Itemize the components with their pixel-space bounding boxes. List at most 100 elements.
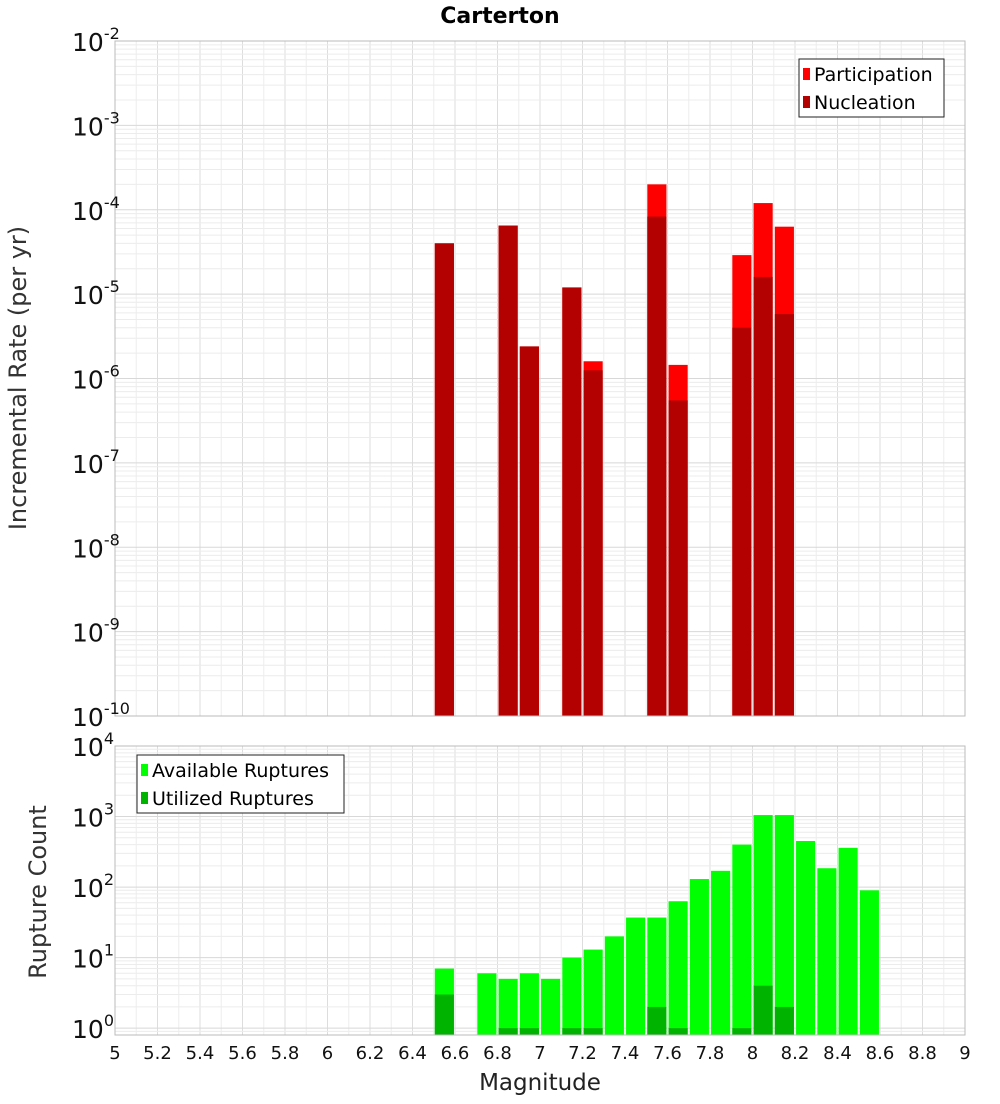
top-bar [732,327,752,716]
bottom-legend-swatch [141,764,148,776]
top-y-tick-label: 10-8 [72,530,120,563]
bottom-bar [519,973,539,1035]
top-bar [647,216,667,716]
x-tick-label: 9 [959,1043,970,1064]
top-bar [519,346,539,716]
top-bar [434,243,454,717]
top-y-tick-label: 10-9 [72,615,120,648]
bottom-bar [519,1028,539,1035]
bottom-y-tick-label: 101 [72,941,114,974]
top-y-tick-label: 10-10 [72,699,130,732]
bottom-bar [732,844,752,1035]
bottom-bar [477,973,497,1035]
bottom-bar [647,1006,667,1035]
x-tick-label: 6.8 [483,1043,512,1064]
top-legend: Participation Nucleation [798,58,945,118]
x-tick-label: 8 [747,1043,758,1064]
bottom-y-tick-label: 104 [72,729,114,762]
bottom-bar [753,985,773,1035]
x-tick-label: 5.2 [143,1043,172,1064]
top-bar [774,314,794,716]
top-bar [562,287,582,716]
bottom-bar [774,1006,794,1035]
x-tick-label: 5.4 [186,1043,215,1064]
top-legend-box [798,58,945,118]
bottom-bar [668,901,688,1035]
bottom-bar [732,1028,752,1035]
top-plot-frame [114,40,966,717]
bottom-plot-frame [114,745,966,1036]
bottom-series-utilized-ruptures [434,985,794,1035]
x-tick-label: 8.2 [781,1043,810,1064]
x-tick-label: 5 [109,1043,120,1064]
bottom-bar [838,847,858,1035]
bottom-bar [817,868,837,1035]
bottom-bar [498,978,518,1035]
x-tick-label: 7.6 [653,1043,682,1064]
bottom-y-tick-label: 102 [72,870,114,903]
bottom-y-axis-label: Rupture Count [24,805,52,979]
bottom-legend-label: Utilized Ruptures [152,788,314,810]
x-tick-label: 7.8 [696,1043,725,1064]
bottom-plot: 100 101 102 103 104 Available Ruptures Utilize… [72,729,966,1044]
bottom-bar [583,949,603,1035]
bottom-bar [626,917,646,1035]
x-tick-label: 7.2 [568,1043,597,1064]
top-y-tick-label: 10-7 [72,446,120,479]
bottom-legend-box [136,754,345,814]
top-y-tick-label: 10-4 [72,193,120,226]
x-tick-label: 7 [534,1043,545,1064]
bottom-bar [562,1028,582,1035]
top-legend-label: Participation [814,64,933,86]
top-bar [753,276,773,716]
top-bar [583,370,603,716]
bottom-y-tick-label: 103 [72,800,114,833]
chart-title: Carterton [440,4,559,29]
x-axis-label: Magnitude [479,1070,601,1096]
x-tick-label: 6.4 [398,1043,427,1064]
top-y-tick-label: 10-2 [72,24,120,57]
top-y-axis-label: Incremental Rate (per yr) [4,226,32,530]
bottom-bar [796,841,816,1035]
bottom-legend-swatch [141,792,148,804]
bottom-bar [604,936,624,1035]
bottom-bar [583,1028,603,1035]
x-tick-label: 7.4 [611,1043,640,1064]
bottom-bar [562,957,582,1035]
top-y-tick-label: 10-6 [72,362,120,395]
x-tick-label: 5.6 [228,1043,257,1064]
top-legend-swatch [803,68,810,80]
bottom-series-available-ruptures [434,815,879,1035]
x-axis-ticks: 5 5.2 5.4 5.6 5.8 6 6.2 6.4 6.6 6.8 7 7.2 7.4 7.6 7.8 8… [109,1043,970,1064]
top-y-tick-label: 10-3 [72,108,120,141]
x-tick-label: 8.8 [908,1043,937,1064]
bottom-bar [753,815,773,1035]
x-tick-label: 6.2 [356,1043,385,1064]
x-tick-label: 6 [322,1043,333,1064]
top-bar [498,225,518,716]
bottom-bar [668,1028,688,1035]
x-tick-label: 6.6 [441,1043,470,1064]
bottom-y-tick-label: 100 [72,1011,114,1044]
x-tick-label: 5.8 [271,1043,300,1064]
x-tick-label: 8.4 [823,1043,852,1064]
bottom-bar [774,815,794,1035]
top-legend-label: Nucleation [814,92,916,114]
bottom-legend: Available Ruptures Utilized Ruptures [136,754,345,814]
bottom-bar [711,870,731,1035]
bottom-bar [689,879,709,1035]
top-y-tick-label: 10-5 [72,277,120,310]
top-bar [668,400,688,716]
bottom-bar [541,978,561,1035]
top-plot: 10-10 10-9 10-8 10-7 10-6 10-5 10-4 10-3 10-2 Par… [72,24,966,732]
bottom-legend-label: Available Ruptures [152,760,329,782]
bottom-y-axis-ticks: 100 101 102 103 104 [72,729,114,1044]
top-series-nucleation [434,216,794,717]
top-grid [114,40,966,717]
top-y-axis-ticks: 10-10 10-9 10-8 10-7 10-6 10-5 10-4 10-3 10-2 [72,24,130,732]
x-tick-label: 8.6 [866,1043,895,1064]
bottom-bar [859,890,879,1035]
bottom-bar [434,994,454,1035]
